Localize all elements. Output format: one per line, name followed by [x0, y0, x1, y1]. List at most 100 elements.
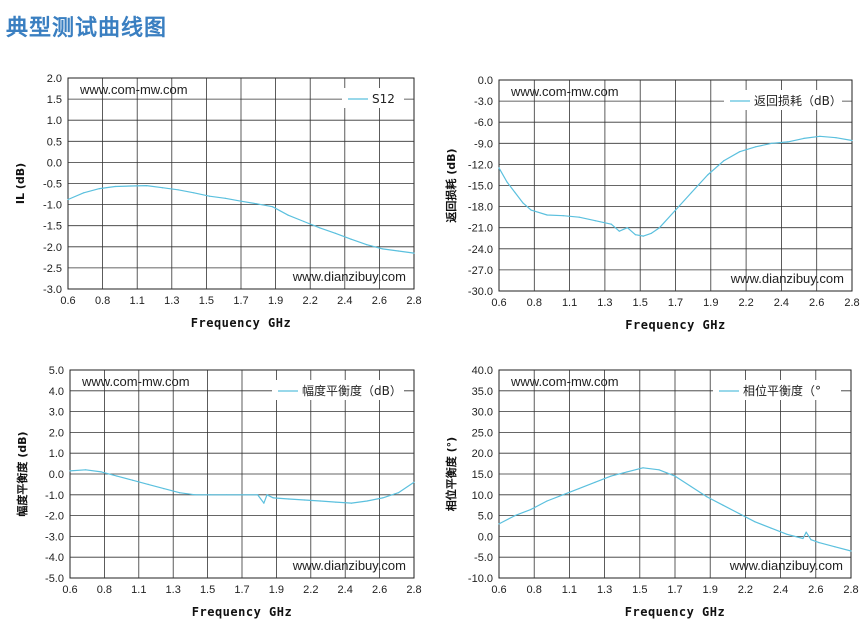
y-tick-label: 0.0: [49, 469, 64, 481]
x-tick-label: 2.2: [738, 297, 753, 309]
y-tick-label: 10.0: [472, 490, 493, 502]
y-tick-label: -10.0: [468, 573, 493, 585]
y-tick-label: 5.0: [49, 365, 64, 377]
data-point: [83, 192, 85, 194]
x-tick-label: 1.7: [233, 295, 248, 307]
y-tick-label: 0.0: [478, 531, 493, 543]
data-point: [819, 135, 821, 137]
watermark-top: www.com-mw.com: [510, 374, 619, 389]
x-tick-label: 2.8: [406, 295, 421, 307]
y-tick-label: 0.0: [478, 75, 493, 87]
data-point: [381, 248, 384, 250]
y-tick-label: -9.0: [474, 138, 493, 150]
data-point: [413, 252, 415, 254]
data-point: [618, 230, 620, 232]
y-tick-label: 1.0: [47, 115, 62, 127]
x-tick-label: 2.6: [372, 295, 387, 307]
x-tick-label: 2.6: [808, 584, 823, 596]
data-point: [98, 188, 101, 190]
y-tick-label: 1.5: [47, 94, 62, 106]
data-point: [706, 496, 708, 498]
data-point: [319, 227, 321, 229]
data-point: [610, 475, 612, 477]
data-point: [835, 137, 837, 139]
data-point: [674, 475, 676, 477]
legend-box: [724, 90, 842, 110]
y-tick-label: -2.0: [45, 511, 64, 523]
data-point: [805, 531, 807, 533]
y-tick-label: 2.0: [49, 427, 64, 439]
x-tick-label: 0.8: [97, 584, 112, 596]
data-point: [146, 185, 148, 187]
data-point: [650, 232, 652, 234]
y-tick-label: 35.0: [472, 386, 493, 398]
x-tick-label: 1.1: [562, 584, 577, 596]
data-point: [67, 198, 69, 201]
y-tick-label: -1.0: [43, 200, 62, 212]
x-tick-label: 2.8: [843, 584, 858, 596]
data-point: [114, 185, 116, 188]
y-tick-label: -3.0: [45, 531, 64, 543]
chart-amplitude-balance: 5.04.03.02.01.00.0-1.0-2.0-3.0-4.0-5.00.…: [15, 365, 422, 619]
data-point: [723, 160, 725, 162]
data-point: [562, 494, 564, 496]
watermark-top: www.com-mw.com: [81, 374, 190, 389]
series-line: [498, 135, 853, 237]
watermark-bottom: www.dianzibuy.com: [729, 558, 843, 573]
y-tick-label: -18.0: [468, 202, 493, 214]
legend-box: [342, 88, 404, 108]
data-point: [194, 494, 196, 496]
y-tick-label: 15.0: [472, 469, 493, 481]
data-point: [658, 469, 660, 471]
data-point: [161, 187, 163, 189]
x-tick-label: 2.6: [372, 584, 387, 596]
data-point: [224, 197, 226, 199]
data-point: [754, 521, 756, 523]
data-point: [626, 227, 628, 229]
x-axis-label: Frequency GHz: [191, 316, 291, 330]
data-point: [578, 488, 580, 490]
data-point: [642, 235, 644, 237]
data-point: [771, 142, 773, 144]
data-point: [530, 209, 532, 211]
x-tick-label: 1.9: [703, 584, 718, 596]
x-tick-label: 2.2: [303, 584, 318, 596]
data-point: [530, 508, 532, 510]
y-tick-label: 40.0: [472, 365, 493, 377]
x-tick-label: 1.1: [562, 297, 577, 309]
y-tick-label: -0.5: [43, 179, 62, 191]
data-point: [177, 189, 179, 191]
x-tick-label: 2.8: [406, 584, 421, 596]
chart-return-loss: 0.0 -3.0 -6.0 -9.0 -12.0 -15.0 -18.0 -21.0 -24.0…: [444, 75, 860, 332]
x-tick-label: 1.3: [164, 295, 179, 307]
x-axis-label: Frequency GHz: [192, 605, 292, 619]
data-point: [272, 497, 274, 499]
x-tick-label: 1.5: [633, 297, 648, 309]
data-point: [334, 232, 336, 234]
x-tick-label: 0.6: [62, 584, 77, 596]
data-point: [397, 250, 399, 252]
y-tick-label: 20.0: [472, 448, 493, 460]
data-point: [810, 539, 812, 541]
data-point: [240, 200, 242, 202]
data-point: [266, 494, 268, 496]
watermark-bottom: www.dianzibuy.com: [292, 558, 406, 573]
legend-box: [272, 380, 404, 400]
x-tick-label: 2.4: [337, 295, 352, 307]
data-point: [546, 214, 548, 216]
watermark-top: www.com-mw.com: [510, 84, 619, 99]
data-point: [69, 470, 71, 472]
data-point: [578, 216, 580, 218]
data-point: [131, 479, 134, 481]
data-point: [366, 244, 368, 246]
x-tick-label: 0.6: [60, 295, 75, 307]
y-axis-label: IL (dB): [14, 163, 27, 204]
data-point: [147, 483, 149, 485]
data-point: [787, 141, 789, 143]
data-point: [546, 500, 548, 502]
legend-label: 返回损耗（dB）: [754, 94, 842, 108]
y-tick-label: 25.0: [472, 427, 493, 439]
data-point: [594, 481, 596, 483]
data-point: [257, 494, 259, 496]
y-tick-label: 2.0: [47, 73, 62, 85]
